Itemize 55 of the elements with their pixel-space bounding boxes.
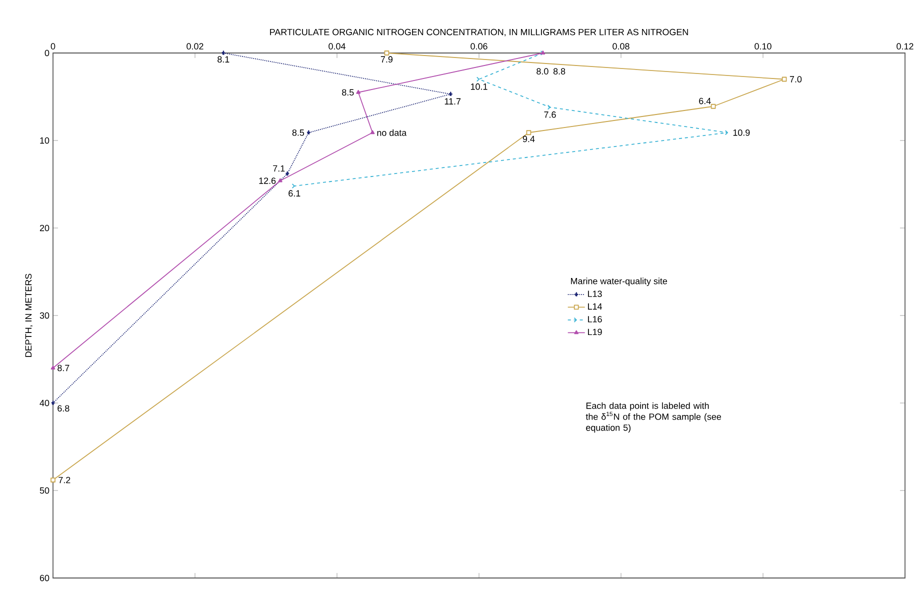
x-tick-label: 0.08 [612, 43, 630, 50]
point [278, 178, 282, 182]
point [285, 171, 290, 176]
legend-label: L14 [588, 303, 602, 310]
x-tick-label: 0 [50, 43, 56, 50]
y-tick-label: 10 [40, 137, 50, 144]
annotation: 7.9 [380, 56, 393, 63]
y-tick-label: 0 [44, 50, 50, 56]
x-tick-label: 0.02 [186, 43, 204, 50]
point [356, 90, 360, 94]
annotation: 8.0 [536, 68, 548, 74]
annotation: 10.9 [733, 129, 750, 136]
annotation: 6.4 [699, 98, 711, 104]
legend-label: L16 [588, 316, 602, 322]
annotation: 6.8 [58, 405, 70, 412]
annotation: 8.1 [218, 56, 230, 63]
annotation: 11.7 [444, 98, 461, 104]
legend-label: L13 [588, 290, 602, 298]
point [51, 400, 55, 406]
legend-label: L19 [588, 328, 602, 336]
point [306, 130, 311, 136]
point [526, 130, 532, 136]
point [710, 104, 716, 109]
point [50, 366, 56, 370]
y-tick-label: 60 [40, 574, 50, 582]
x-axis-title: PARTICULATE ORGANIC NITROGEN CONCENTRATION, IN MILLIGRAMS PER LITER AS NITROGEN [270, 28, 688, 36]
annotation: 9.4 [522, 136, 535, 142]
legend-title: Marine water-quality site [571, 278, 668, 286]
point [221, 50, 226, 56]
annotation: 12.6 [259, 178, 276, 184]
point [50, 478, 56, 482]
annotation: Each data point is labeled with the δ$^{15}$N of the POM sample (see equation 5) [586, 402, 722, 433]
annotation: 7.2 [58, 476, 70, 484]
annotation: 7.1 [273, 165, 285, 172]
x-tick-label: 0.04 [328, 43, 346, 50]
annotation: 8.8 [553, 68, 566, 74]
x-tick-label: 0.06 [470, 43, 488, 50]
y-tick-label: 30 [40, 312, 50, 319]
annotation: no data [377, 129, 407, 136]
y-tick-label: 50 [40, 487, 50, 494]
point [448, 92, 453, 97]
y-axis-title: DEPTH, IN METERS [25, 274, 33, 357]
annotation: 7.6 [544, 111, 556, 118]
y-tick-label: 40 [40, 400, 50, 406]
annotation: 8.5 [342, 89, 354, 96]
annotation: 8.5 [292, 129, 304, 136]
annotation: 8.7 [58, 364, 70, 372]
x-tick-label: 0.12 [896, 43, 914, 50]
point [384, 50, 390, 56]
y-tick-label: 20 [40, 224, 50, 232]
annotation: 6.1 [288, 190, 300, 197]
annotation: 7.0 [790, 76, 802, 82]
x-tick-label: 0.10 [754, 43, 772, 50]
annotation: 10.1 [470, 83, 488, 90]
point [370, 130, 375, 134]
